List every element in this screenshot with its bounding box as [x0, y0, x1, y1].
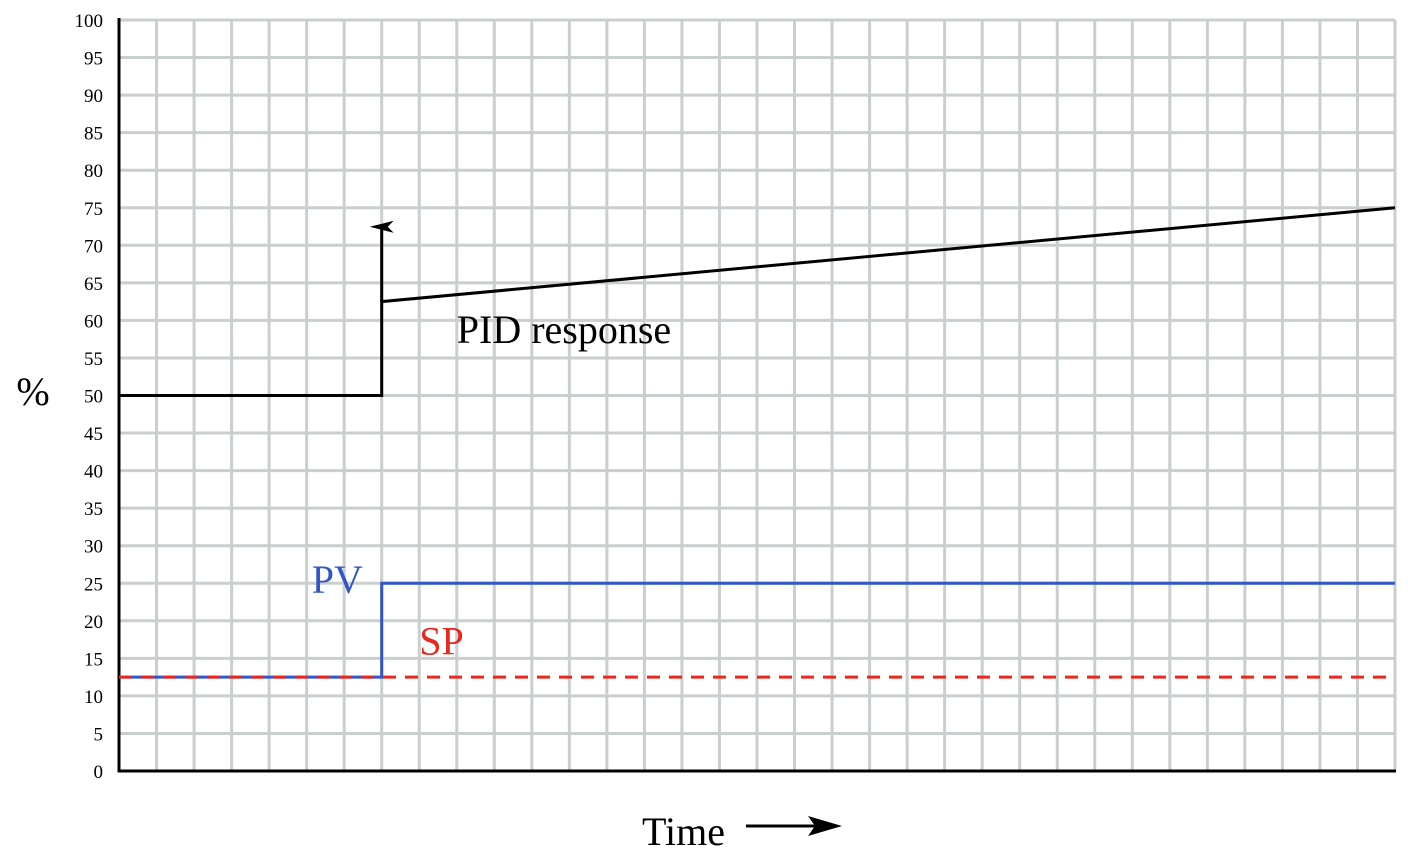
annotation-pid-response: PID response [457, 307, 671, 352]
y-tick-label: 70 [84, 236, 103, 257]
series [119, 206, 1396, 679]
x-axis-label: Time [642, 809, 725, 854]
right-arrow-icon [746, 816, 842, 836]
series-line-pv [119, 581, 1395, 679]
y-tick-label: 35 [84, 499, 103, 520]
y-tick-label: 0 [94, 762, 104, 783]
y-tick-label: 10 [84, 687, 103, 708]
y-tick-label: 50 [84, 387, 103, 408]
y-tick-label: 25 [84, 574, 103, 595]
y-tick-label: 30 [84, 537, 103, 558]
annotation-pv: PV [312, 557, 363, 602]
y-tick-label: 5 [94, 724, 104, 745]
y-tick-label: 80 [84, 161, 103, 182]
y-tick-label: 40 [84, 462, 103, 483]
y-tick-label: 65 [84, 274, 103, 295]
y-tick-label: 95 [84, 49, 103, 70]
y-tick-label: 85 [84, 124, 103, 145]
annotation-sp: SP [419, 619, 464, 664]
y-tick-labels: 0 5 10 15 20 25 30 35 40 45 50 55 60 65 70 75 80 85 90 95 10… [75, 11, 104, 783]
y-tick-label: 15 [84, 649, 103, 670]
y-tick-label: 55 [84, 349, 103, 370]
y-tick-label: 100 [75, 11, 104, 32]
y-tick-label: 75 [84, 199, 103, 220]
annotations: PID response PV SP [312, 307, 671, 664]
y-tick-label: 90 [84, 86, 103, 107]
y-tick-label: 45 [84, 424, 103, 445]
y-tick-label: 20 [84, 612, 103, 633]
y-tick-label: 60 [84, 311, 103, 332]
series-line-pid-response [119, 206, 1396, 397]
y-axis-label: % [16, 369, 49, 414]
